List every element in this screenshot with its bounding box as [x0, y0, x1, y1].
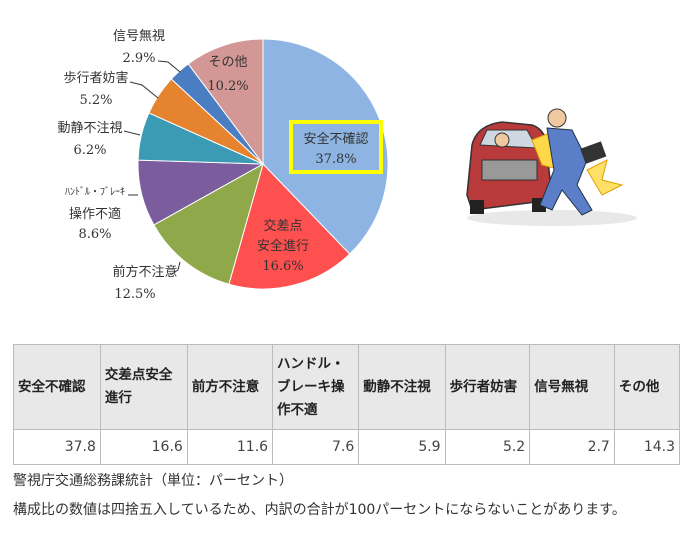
pie-slice	[228, 163, 351, 290]
slice-label: 動静不注視	[57, 121, 122, 136]
table-cell: 5.2	[444, 429, 531, 465]
slice-value: 16.6%	[262, 259, 303, 274]
column-header: ハンドル・ブレーキ操作不適	[272, 344, 360, 430]
leader-line	[123, 130, 141, 136]
column-header: 信号無視	[529, 344, 615, 430]
source-note: 警視庁交通総務課統計（単位：パーセント）	[13, 473, 293, 489]
accident-illustration	[466, 108, 637, 226]
slice-value: 10.2%	[207, 79, 248, 94]
slice-label: 安全不確認	[303, 131, 368, 147]
header-row: 安全不確認 交差点安全進行 前方不注意 ハンドル・ブレーキ操作不適 動静不注視 歩行者妨害…	[13, 344, 681, 430]
slice-value: 8.6%	[78, 227, 111, 242]
slice-label: その他	[208, 55, 247, 70]
slice-value: 2.9%	[122, 51, 155, 66]
leader-line	[129, 81, 159, 99]
slice-label: ﾊﾝﾄﾞﾙ・ﾌﾞﾚｰｷ	[65, 186, 125, 198]
pie-slice	[187, 38, 264, 166]
table-cell: 11.6	[186, 429, 274, 465]
column-header: 安全不確認	[13, 344, 101, 430]
slice-value: 安全進行	[257, 238, 309, 254]
pie-slice	[262, 38, 389, 255]
slice-label: 信号無視	[113, 29, 165, 44]
table-cell: 2.7	[529, 429, 615, 465]
column-header: 動静不注視	[358, 344, 446, 430]
slice-label: 交差点	[263, 218, 302, 234]
slice-value: 5.2%	[79, 93, 112, 108]
table-cell: 7.6	[272, 429, 360, 465]
slice-value: 12.5%	[114, 287, 155, 302]
column-header: その他	[613, 344, 681, 430]
column-header: 交差点安全進行	[99, 344, 188, 430]
pie-chart: 安全不確認 37.8% 交差点安全進行 16.6% その他 10.2% 前方不注意 12.5%…	[57, 29, 389, 302]
column-header: 歩行者妨害	[444, 344, 531, 430]
table-cell: 14.3	[613, 429, 681, 465]
table-cell: 5.9	[358, 429, 446, 465]
highlight-box	[289, 120, 383, 174]
rounding-note: 構成比の数値は四捨五入しているため、内訳の合計が100パーセントにならないことが…	[13, 502, 626, 518]
table-row: 37.8 16.6 11.6 7.6 5.9 5.2 2.7 14.3	[13, 429, 681, 465]
slice-label: 操作不適	[69, 206, 121, 222]
pie-slice	[153, 162, 264, 285]
data-table: 安全不確認 交差点安全進行 前方不注意 ハンドル・ブレーキ操作不適 動静不注視 歩行者妨害…	[13, 344, 681, 465]
table-cell: 16.6	[99, 429, 188, 465]
slice-value: 6.2%	[73, 143, 106, 158]
slice-label: 歩行者妨害	[63, 70, 128, 86]
table-cell: 37.8	[13, 429, 101, 465]
slice-label: 前方不注意	[112, 264, 177, 280]
leader-line	[171, 261, 181, 275]
leader-line	[157, 60, 181, 73]
column-header: 前方不注意	[186, 344, 274, 430]
slice-value: 37.8%	[315, 152, 356, 167]
